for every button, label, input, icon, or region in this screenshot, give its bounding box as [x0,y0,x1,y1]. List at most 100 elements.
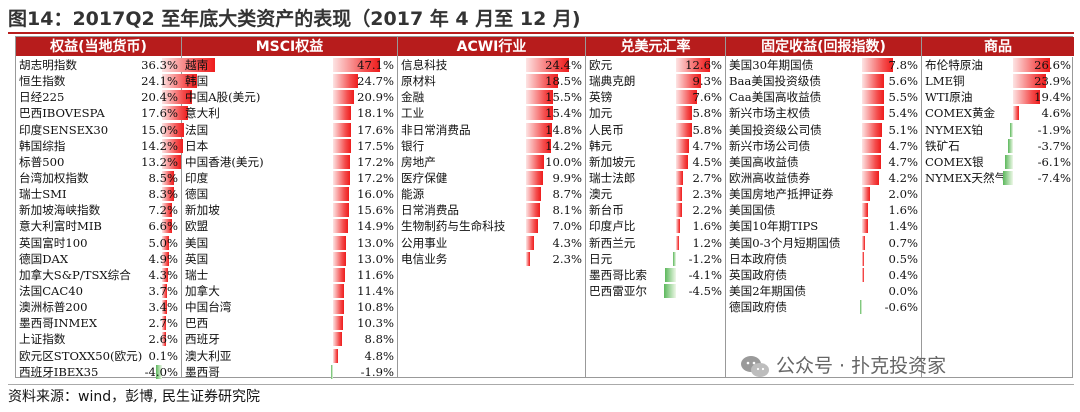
table-row: 台湾加权指数 8.5% [16,170,181,186]
value-label: 4.6% [1041,106,1071,121]
value-label: 14.8% [545,122,582,137]
table-row: 新加坡海峡指数 7.2% [16,202,181,218]
table-row: 意大利 18.1% [182,105,397,121]
value-label: 10.8% [357,300,394,315]
value-label: 0.7% [888,235,918,250]
row-label: 房地产 [401,154,436,169]
table-row: 英国 13.0% [182,251,397,267]
value-label: 2.0% [888,187,918,202]
table-row: Caa美国高收益债 5.5% [726,89,921,105]
table-row: 新兴市场公司债 4.7% [726,138,921,154]
table-row: 上证指数 2.6% [16,331,181,347]
value-bar [333,203,349,218]
table-row: 恒生指数 24.1% [16,73,197,89]
table-row: 瑞典克朗 9.3% [586,73,725,89]
value-bar [1013,58,1050,72]
panel-2: ACWI行业 信息科技 24.4% 原材料 18.5% 金融 15.5% 工业 15.4% 非日常… [398,37,586,377]
value-bar [862,235,865,250]
row-label: 原材料 [401,74,436,89]
value-bar [162,187,175,202]
table-row: 生物制药与生命科技 7.0% [398,218,585,234]
table-row: 中国台湾 10.8% [182,299,397,315]
value-bar [676,219,681,234]
value-label: -6.1% [1037,154,1071,169]
value-label: 7.0% [552,219,582,234]
row-label: 日常消费品 [401,203,459,218]
value-label: 16.0% [357,187,394,202]
value-bar [162,283,168,298]
row-label: NYMEX铂 [925,122,983,137]
value-label: 2.2% [692,203,722,218]
value-bar [1010,122,1013,137]
table-row: 日本政府债 0.5% [726,251,921,267]
value-label: 4.7% [888,138,918,153]
table-row: WTI原油 19.4% [922,89,1074,105]
value-label: -3.7% [1037,138,1071,153]
value-bar [162,138,183,153]
value-label: 7.8% [888,58,918,72]
value-label: 5.0% [148,235,178,250]
row-label: 生物制药与生命科技 [401,219,506,234]
value-label: 9.3% [692,74,722,89]
panel-header: 兑美元汇率 [586,37,725,57]
row-label: 意大利富时MIB [19,219,102,234]
row-label: 美国0-3个月短期国债 [729,235,841,250]
value-label: -7.4% [1037,170,1071,185]
row-label: 日元 [589,251,613,266]
panel-header: 权益(当地货币) [16,37,181,57]
value-label: 4.3% [148,267,178,282]
value-label: 7.6% [692,90,722,105]
value-bar [333,332,342,347]
row-label: 巴西 [185,316,209,331]
value-bar [862,203,869,218]
row-label: 美国高收益债 [729,154,799,169]
value-label: 2.7% [692,170,722,185]
value-label: 15.4% [545,106,582,121]
panel-header: MSCI权益 [182,37,397,57]
value-bar [1013,90,1040,105]
table-row: 美国0-3个月短期国债 0.7% [726,235,921,251]
value-label: 26.6% [1034,58,1071,72]
row-label: 德国政府债 [729,300,787,315]
table-row: 美国房地产抵押证券 2.0% [726,186,921,202]
table-row: 德国政府债 -0.6% [726,299,921,315]
value-label: 8.5% [148,170,178,185]
value-bar [672,251,676,266]
value-bar [333,90,354,105]
value-label: -1.9% [1037,122,1071,137]
value-bar [862,122,883,137]
table-row: 美国国债 1.6% [726,202,921,218]
value-label: 14.2% [545,138,582,153]
value-label: 17.2% [357,170,394,185]
row-label: 新加坡海峡指数 [19,203,101,218]
value-bar [526,90,554,105]
table-row: 加元 5.8% [586,105,725,121]
row-label: 上证指数 [19,332,66,347]
value-label: -4.5% [688,283,722,298]
value-bar [162,58,215,72]
table-row: 西班牙 8.8% [182,331,397,347]
value-label: 24.4% [545,58,582,72]
value-bar [333,154,351,169]
value-label: 4.3% [552,235,582,250]
value-label: 2.6% [148,332,178,347]
table-row: 工业 15.4% [398,105,585,121]
table-row: 英国政府债 0.4% [726,267,921,283]
table-row: 瑞士法郎 2.7% [586,170,725,186]
row-label: 墨西哥 [185,364,220,379]
table-row: 韩国 24.7% [182,73,397,89]
row-label: Caa美国高收益债 [729,90,822,105]
value-bar [862,58,894,72]
table-row: 原材料 18.5% [398,73,585,89]
row-label: 美国投资级公司债 [729,122,822,137]
value-bar [526,122,552,137]
value-bar [333,187,349,202]
table-row: 欧盟 14.9% [182,218,397,234]
table-row: 能源 8.7% [398,186,585,202]
row-label: 中国香港(美元) [185,154,264,169]
value-bar [331,364,333,379]
value-bar [676,122,692,137]
row-label: 工业 [401,106,425,121]
table-row: 意大利富时MIB 6.6% [16,218,181,234]
value-bar [663,283,676,298]
